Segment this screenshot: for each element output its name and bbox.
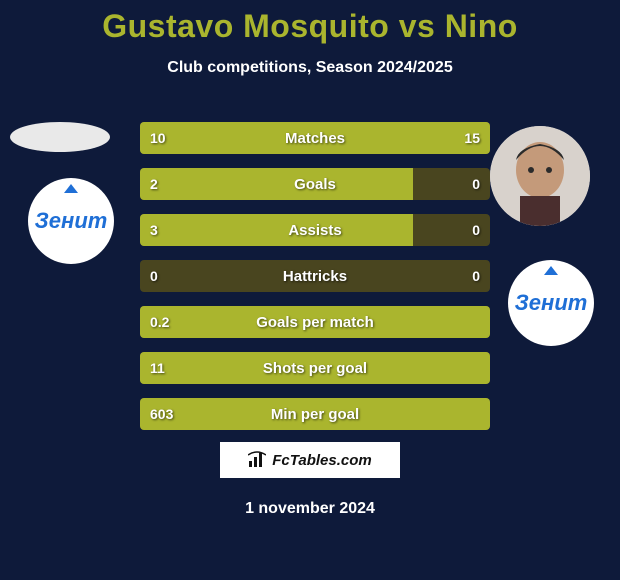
stat-row: Hattricks0 0 <box>140 260 490 292</box>
stat-label: Assists <box>140 214 490 246</box>
page-title: Gustavo Mosquito vs Nino <box>0 0 620 45</box>
club-arrow-icon <box>64 184 78 193</box>
stat-row: Min per goal603 <box>140 398 490 430</box>
stat-value-left: 3 <box>140 214 168 246</box>
player-right-avatar <box>490 126 590 226</box>
stat-label: Hattricks <box>140 260 490 292</box>
bar-chart-icon <box>248 451 266 469</box>
stat-label: Goals per match <box>140 306 490 338</box>
stat-label: Shots per goal <box>140 352 490 384</box>
stat-label: Goals <box>140 168 490 200</box>
stat-value-left: 603 <box>140 398 183 430</box>
stat-row: Goals2 0 <box>140 168 490 200</box>
stat-label: Matches <box>140 122 490 154</box>
date-label: 1 november 2024 <box>0 500 620 518</box>
stat-value-right: 15 <box>454 122 490 154</box>
brand-badge: FcTables.com <box>220 442 400 478</box>
stat-row: Assists3 0 <box>140 214 490 246</box>
face-placeholder-icon <box>490 126 590 226</box>
stat-value-right: 0 <box>462 214 490 246</box>
stat-value-right: 0 <box>462 168 490 200</box>
player-right-club-label: Зенит <box>515 290 588 316</box>
stat-value-left: 10 <box>140 122 176 154</box>
stat-label: Min per goal <box>140 398 490 430</box>
page-subtitle: Club competitions, Season 2024/2025 <box>0 59 620 77</box>
stat-value-right: 0 <box>462 260 490 292</box>
player-left-avatar <box>10 122 110 152</box>
stat-value-left: 0 <box>140 260 168 292</box>
club-arrow-icon <box>544 266 558 275</box>
stat-row: Shots per goal11 <box>140 352 490 384</box>
player-left-club-label: Зенит <box>35 208 108 234</box>
stat-value-left: 0.2 <box>140 306 179 338</box>
brand-label: FcTables.com <box>272 452 371 469</box>
stat-value-left: 2 <box>140 168 168 200</box>
stat-row: Matches10 15 <box>140 122 490 154</box>
player-right-club-badge: Зенит <box>508 260 594 346</box>
stat-row: Goals per match0.2 <box>140 306 490 338</box>
stat-value-left: 11 <box>140 352 175 384</box>
stats-container: Matches1015Goals20Assists30Hattricks00Go… <box>140 122 490 444</box>
player-left-club-badge: Зенит <box>28 178 114 264</box>
